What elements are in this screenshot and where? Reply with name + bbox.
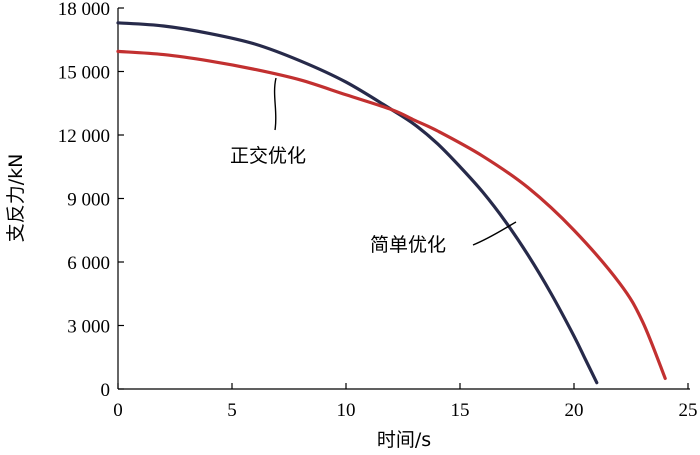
x-ticks: 0 5 10 15 20 25 [113, 383, 698, 421]
y-axis-title: 支反力/kN [5, 154, 27, 243]
x-tick-label: 20 [565, 400, 584, 421]
y-tick-label: 9 000 [67, 190, 110, 211]
y-tick-label: 18 000 [58, 0, 110, 20]
x-tick-label: 5 [227, 400, 237, 421]
x-axis-title: 时间/s [377, 429, 431, 451]
series-line-simple-optimization [116, 21, 599, 385]
annotation-leader-simple [472, 221, 517, 246]
x-tick-label: 25 [679, 400, 698, 421]
series-layer [116, 21, 667, 385]
x-tick-label: 15 [451, 400, 470, 421]
y-tick-label: 3 000 [67, 317, 110, 338]
y-tick-label: 15 000 [58, 63, 110, 84]
series-line-orthogonal-optimization [116, 49, 667, 381]
x-tick-label: 0 [113, 400, 123, 421]
x-tick-label: 10 [337, 400, 356, 421]
annotation-leader-orthogonal [273, 77, 277, 131]
annotation-orthogonal: 正交优化 [230, 145, 306, 167]
annotation-simple: 简单优化 [370, 234, 446, 256]
y-tick-label: 6 000 [67, 253, 110, 274]
plot-area [117, 8, 690, 390]
y-tick-label: 12 000 [58, 126, 110, 147]
y-tick-label: 0 [101, 380, 111, 401]
y-ticks: 0 3 000 6 000 9 000 12 000 15 000 18 000 [58, 0, 124, 401]
